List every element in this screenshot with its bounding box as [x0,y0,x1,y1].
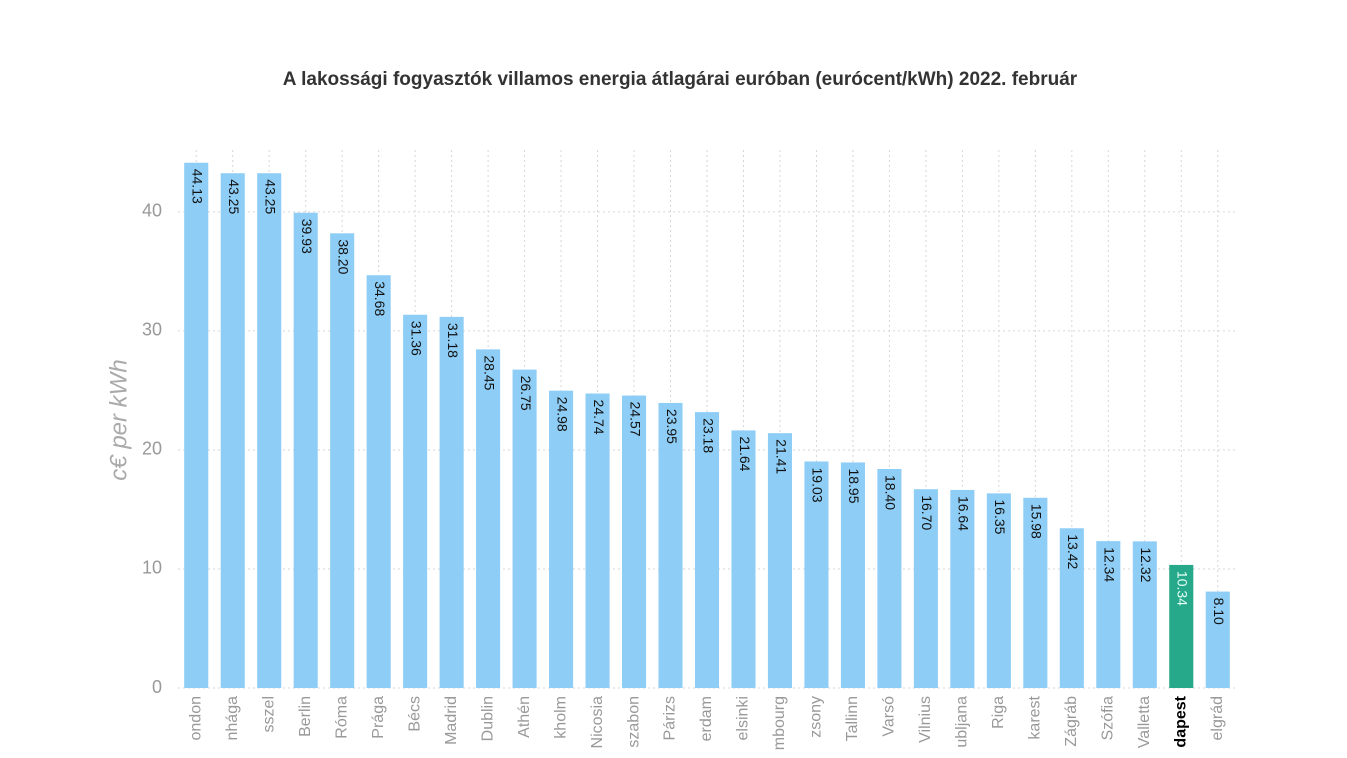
value-label: 31.36 [408,321,424,356]
x-tick-label: Tallinn [844,696,861,741]
bar [986,493,1011,688]
y-axis-label: c€ per kWh [105,359,132,480]
bar [366,275,391,688]
value-label: 38.20 [335,239,351,274]
value-label: 19.03 [810,467,826,502]
value-label: 23.18 [700,418,716,453]
x-tick-label: Riga [990,696,1007,729]
bar [1096,541,1121,688]
bar [330,233,355,688]
value-label: 24.57 [627,402,643,437]
bar [877,468,902,688]
bar [731,430,756,688]
value-label: 18.95 [846,468,862,503]
bar [439,316,464,688]
bar [804,461,829,688]
bar [694,412,720,688]
y-tick-label: 40 [142,201,162,221]
value-label: 16.35 [992,499,1008,534]
value-label: 21.64 [737,436,753,471]
y-tick-label: 20 [142,439,162,459]
x-tick-label: elsinki [735,696,752,740]
bar [549,390,574,688]
value-label: 8.10 [1211,598,1227,625]
x-tick-label: sszel [260,696,277,732]
x-tick-label: Dublin [479,696,496,741]
x-tick-label: Varsó [881,696,898,737]
bar [1023,497,1048,688]
y-tick-label: 10 [142,558,162,578]
value-label: 28.45 [481,355,497,390]
value-label: 43.25 [263,179,279,214]
x-tick-label: Párizs [662,696,679,740]
bar [585,393,610,688]
x-tick-label: Nicosia [589,696,606,749]
value-label: 44.13 [190,169,206,204]
bar [257,173,282,688]
value-label: 23.95 [664,409,680,444]
x-tick-label: Bécs [406,696,423,732]
value-label: 31.18 [445,323,461,358]
bar [220,173,245,688]
bar [184,162,209,688]
value-label: 10.34 [1175,571,1191,606]
value-label: 24.74 [591,400,607,435]
x-tick-label: szabon [625,696,642,748]
value-label: 18.40 [883,475,899,510]
value-label: 12.32 [1138,547,1154,582]
bar [621,395,647,688]
bar [840,462,865,688]
x-tick-label: dapest [1172,695,1189,747]
x-tick-label: Athén [516,696,533,738]
value-label: 21.41 [773,439,789,474]
x-tick-label: erdam [698,696,715,741]
bar [1169,564,1194,688]
bar [767,433,793,688]
y-tick-label: 30 [142,320,162,340]
bar [1205,591,1230,688]
bar [1059,528,1084,688]
bar [476,349,501,688]
x-tick-label: Prága [370,696,387,739]
x-tick-label: karest [1027,695,1044,739]
x-tick-label: nhága [224,696,241,741]
x-tick-label: Valletta [1136,696,1153,748]
value-label: 24.98 [554,397,570,432]
bar [658,402,683,688]
x-tick-label: mbourg [771,696,788,750]
x-tick-label: Zágráb [1063,696,1080,747]
value-label: 16.70 [919,495,935,530]
x-tick-label: elgrád [1209,696,1226,740]
x-tick-label: Róma [333,696,350,739]
value-label: 43.25 [226,179,242,214]
x-tick-label: kholm [552,696,569,739]
value-label: 26.75 [518,376,534,411]
chart-title: A lakossági fogyasztók villamos energia … [283,69,1078,90]
bar [913,489,938,688]
value-label: 39.93 [299,219,315,254]
y-tick-label: 0 [152,677,162,697]
bar [512,369,537,688]
bar [403,314,428,688]
x-tick-label: Vilnius [917,696,934,743]
x-tick-label: zsony [808,696,825,738]
x-tick-label: Madrid [443,696,460,745]
value-label: 15.98 [1029,504,1045,539]
value-label: 13.42 [1065,534,1081,569]
bar [950,489,975,688]
value-label: 12.34 [1102,547,1118,582]
x-tick-label: ondon [187,696,204,741]
x-tick-label: ubljana [954,696,971,748]
value-label: 34.68 [372,281,388,316]
x-tick-label: Berlin [297,696,314,737]
bar [1132,541,1157,688]
x-tick-label: Szófia [1100,696,1117,741]
bar [293,212,318,688]
value-label: 16.64 [956,496,972,531]
